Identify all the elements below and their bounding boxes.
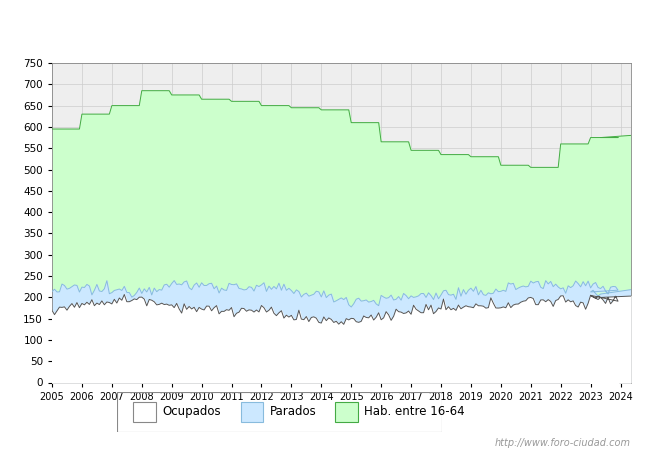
Bar xyxy=(335,401,358,422)
Text: Hab. entre 16-64: Hab. entre 16-64 xyxy=(364,405,465,418)
Bar xyxy=(240,401,263,422)
Text: http://www.foro-ciudad.com: http://www.foro-ciudad.com xyxy=(495,438,630,448)
Text: Ocupados: Ocupados xyxy=(162,405,221,418)
Bar xyxy=(133,401,156,422)
Text: Parados: Parados xyxy=(270,405,317,418)
Text: Parcent - Evolucion de la poblacion en edad de Trabajar Mayo de 2024: Parcent - Evolucion de la poblacion en e… xyxy=(80,26,570,40)
